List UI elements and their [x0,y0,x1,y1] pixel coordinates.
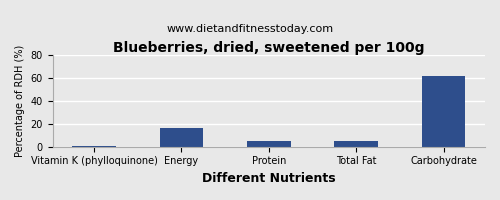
Text: www.dietandfitnesstoday.com: www.dietandfitnesstoday.com [166,24,334,34]
Bar [422,76,466,147]
Bar [72,146,116,147]
Bar [247,141,290,147]
Title: Blueberries, dried, sweetened per 100g: Blueberries, dried, sweetened per 100g [113,41,424,55]
Y-axis label: Percentage of RDH (%): Percentage of RDH (%) [15,45,25,157]
X-axis label: Different Nutrients: Different Nutrients [202,172,336,185]
Bar [334,141,378,147]
Bar [160,128,204,147]
